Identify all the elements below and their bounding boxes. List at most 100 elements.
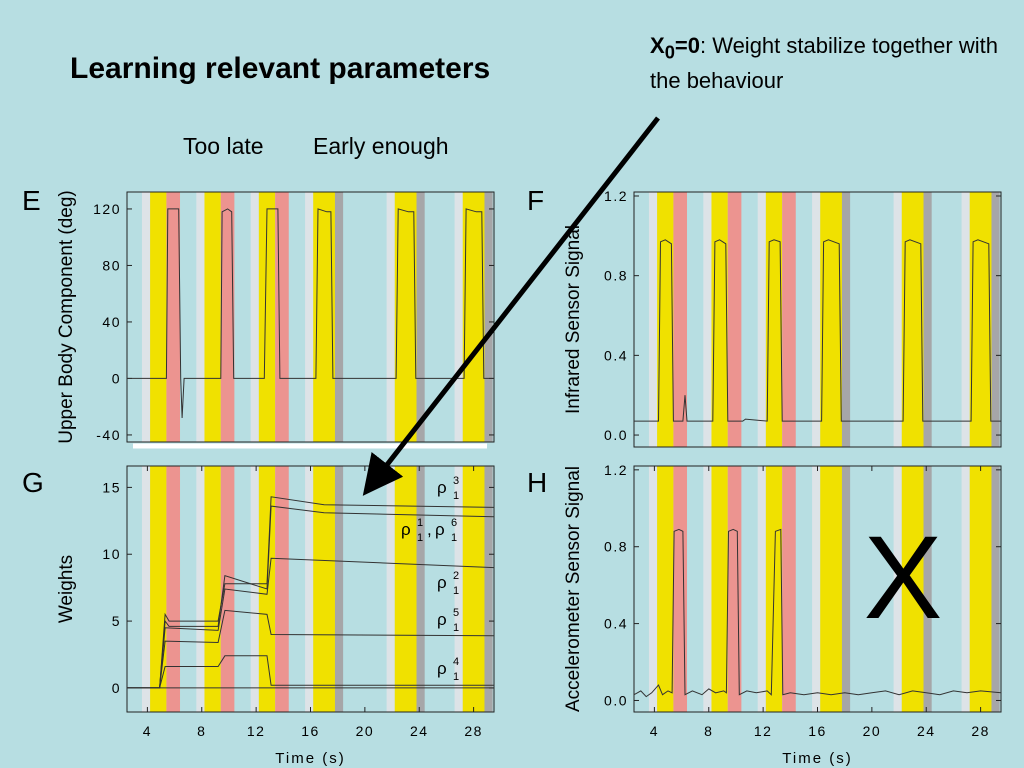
band-dark-gray-4 [841,192,851,447]
band-light-gray-4 [812,192,821,447]
band-yellow-6 [969,192,992,447]
rho-label-5-sup: 4 [453,656,459,668]
band-pink-3 [275,192,289,442]
rho-label-3-sub: 1 [453,585,459,597]
rho-label-5: ρ [437,659,447,678]
x-tick-label: 20 [356,723,375,739]
y-tick-label: 1.2 [604,188,628,204]
band-yellow-3 [258,192,276,442]
band-light-gray-1 [141,466,151,712]
band-yellow-5 [901,192,924,447]
y-axis-label: Upper Body Component (deg) [56,190,77,443]
series-line-4 [127,609,495,689]
rho-label-5-sub: 1 [453,671,459,683]
y-tick-label: 0.0 [604,692,628,708]
band-yellow-6 [462,192,485,442]
series-line-1 [633,528,1002,698]
annotation-subscript: 0 [664,41,675,63]
band-yellow-5 [394,466,417,712]
band-yellow-3 [765,192,783,447]
series-line-1 [127,208,494,419]
band-light-gray-2 [703,192,712,447]
band-light-gray-2 [703,466,712,712]
rho-label-4-sub: 1 [453,622,459,634]
band-light-gray-1 [648,466,658,712]
band-dark-gray-6 [484,466,493,712]
y-tick-label: 0 [112,370,121,386]
x-tick-label: 4 [143,723,152,739]
x-tick-label: 8 [704,723,713,739]
y-axis-label: Accelerometer Sensor Signal [563,466,584,712]
band-light-gray-6 [454,466,463,712]
rho-label-2-sub: 1 [417,532,423,544]
plot-frame [126,191,495,443]
band-yellow-2 [711,192,728,447]
band-pink-2 [220,192,235,442]
band-light-gray-3 [757,192,766,447]
x-axis-label: Time (s) [275,750,345,767]
band-yellow-1 [657,192,674,447]
band-dark-gray-5 [923,466,932,712]
rho-label-1-sup: 3 [453,475,459,487]
band-light-gray-5 [386,192,395,442]
band-pink-1 [673,192,688,447]
x-tick-label: 20 [863,723,882,739]
x-tick-label: 24 [410,723,429,739]
band-yellow-4 [313,192,335,442]
y-tick-label: 0 [112,680,121,696]
x-tick-label: 16 [808,723,827,739]
band-pink-3 [782,466,796,712]
band-light-gray-5 [893,192,902,447]
band-dark-gray-4 [841,466,851,712]
rho-label-2b-sup: 6 [451,517,457,529]
band-light-gray-2 [196,466,205,712]
rho-label-2b: ρ [435,520,445,539]
band-light-gray-1 [141,192,151,442]
band-pink-1 [166,192,181,442]
panel-letter-F: F [527,185,544,216]
y-tick-label: 120 [93,201,121,217]
y-tick-label: 80 [102,257,121,273]
rho-label-2: ρ [401,520,411,539]
annotation-text: X0=0: Weight stabilize together with the… [650,31,1020,95]
band-light-gray-4 [812,466,821,712]
panel-F: 1.2 0.8 0.4 0.0 Infrared Sensor Signal F [527,185,1002,448]
band-dark-gray-5 [923,192,932,447]
rho-label-4: ρ [437,610,447,629]
x-tick-label: 28 [971,723,990,739]
band-dark-gray-6 [991,466,1000,712]
band-light-gray-3 [250,466,259,712]
band-pink-1 [166,466,181,712]
annotation-arrow [362,116,660,496]
x-tick-label: 16 [301,723,320,739]
band-light-gray-5 [893,466,902,712]
rho-label-1-sub: 1 [453,490,459,502]
band-yellow-2 [204,466,221,712]
y-tick-label: 0.0 [604,427,628,443]
panel-letter-G: G [22,467,44,498]
band-dark-gray-6 [991,192,1000,447]
panel-E: 120 80 40 0 -40 Upper Body Component (deg) E [22,185,495,444]
rho-label-comma: , [427,520,432,539]
rho-label-2-sup: 1 [417,517,423,529]
y-tick-label: 0.8 [604,268,628,284]
band-yellow-5 [394,192,417,442]
band-light-gray-4 [305,466,314,712]
band-yellow-4 [820,466,842,712]
rho-label-3: ρ [437,573,447,592]
band-yellow-5 [901,466,924,712]
band-yellow-2 [204,192,221,442]
y-axis-label: Weights [56,555,77,623]
band-dark-gray-4 [334,192,344,442]
y-tick-label: -40 [96,427,121,443]
band-pink-3 [782,192,796,447]
band-light-gray-6 [961,466,970,712]
annotation-bold-tail: =0 [674,33,700,58]
band-yellow-2 [711,466,728,712]
band-yellow-1 [150,466,167,712]
rho-label-2b-sub: 1 [451,532,457,544]
slide-title: Learning relevant parameters [70,52,491,85]
plot-frame [633,191,1002,448]
annotation-body: : Weight stabilize together with the beh… [650,33,998,94]
